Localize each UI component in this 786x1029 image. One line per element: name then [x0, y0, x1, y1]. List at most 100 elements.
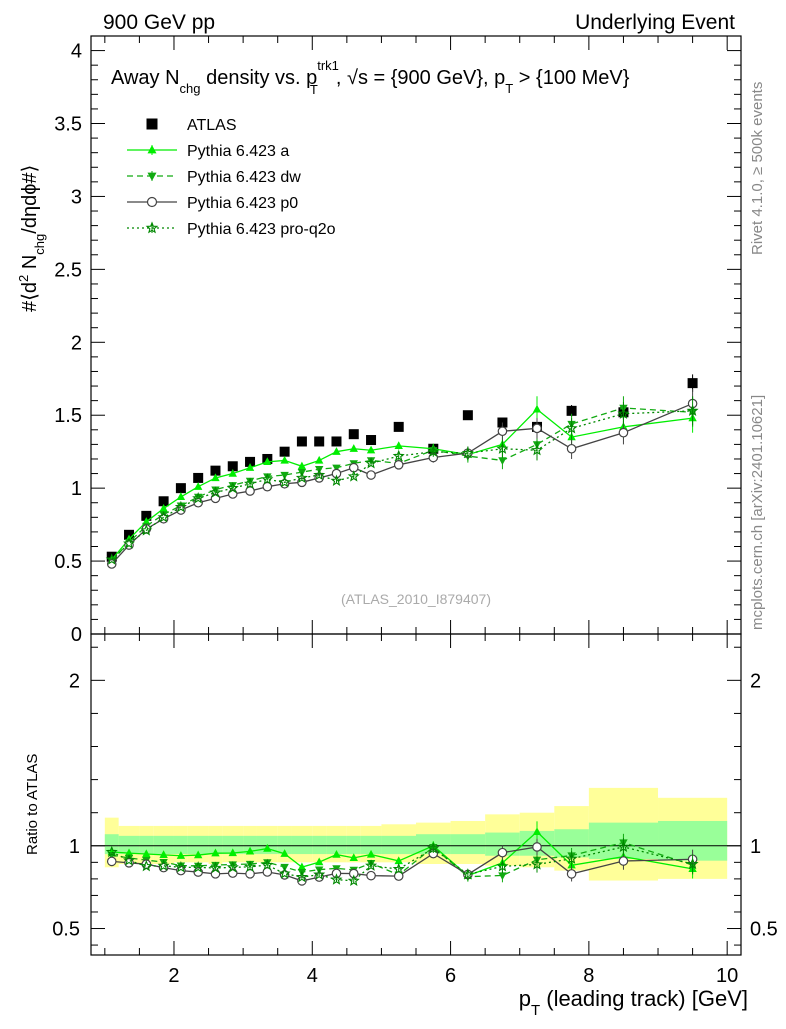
- marker-triangle-up: [211, 848, 220, 857]
- marker-star: [530, 443, 544, 456]
- marker-square: [279, 446, 290, 457]
- ratio-band-green: [118, 835, 140, 855]
- ratio-band-green: [291, 835, 313, 855]
- legend-label: ATLAS: [187, 117, 237, 134]
- marker-triangle-up: [228, 848, 237, 857]
- marker-square: [314, 436, 325, 447]
- ylabel-main: #⟨d2 Nchg/dηdϕ#⟩: [16, 165, 47, 312]
- marker-star: [617, 407, 630, 419]
- marker-square: [687, 378, 698, 389]
- marker-square: [331, 436, 342, 447]
- marker-star: [261, 858, 274, 871]
- y-tick-label: 4: [71, 41, 82, 63]
- marker-square: [296, 436, 307, 447]
- marker-triangle-up: [228, 468, 237, 477]
- ylabel-ratio: Ratio to ATLAS: [24, 754, 41, 855]
- title-part-a: Away N: [111, 67, 180, 89]
- marker-triangle-up: [159, 850, 168, 859]
- marker-circle: [245, 486, 255, 496]
- legend-item-pythia-dw: Pythia 6.423 dw: [127, 169, 301, 186]
- marker-triangle-down: [263, 859, 272, 867]
- ylabel-sup: 2: [16, 275, 31, 282]
- legend: ATLAS Pythia 6.423 a Pythia 6.423 dw Pythia…: [127, 117, 336, 238]
- marker-star: [244, 477, 257, 489]
- y-tick-label: 0.5: [54, 551, 82, 573]
- marker-star: [209, 861, 222, 874]
- marker-circle: [245, 869, 255, 879]
- marker-triangle-up: [159, 503, 168, 512]
- marker-triangle-up: [349, 853, 358, 862]
- marker-triangle-up: [314, 857, 324, 866]
- ratio-y-tick-label-right: 2: [750, 670, 761, 692]
- marker-triangle-up: [142, 849, 151, 858]
- marker-triangle-down: [193, 493, 203, 502]
- y-tick-label: 1: [71, 478, 82, 500]
- marker-star: [105, 845, 118, 858]
- ratio-band-green: [187, 835, 209, 855]
- marker-star: [174, 860, 187, 873]
- ratio-y-tick-label: 0.5: [52, 919, 80, 941]
- marker-circle: [618, 427, 629, 438]
- marker-triangle-up: [366, 445, 376, 454]
- marker-star: [496, 859, 509, 872]
- marker-star: [461, 868, 474, 880]
- series-line: [111, 407, 693, 562]
- marker-star: [565, 422, 578, 434]
- ratio-band-green: [104, 834, 119, 855]
- marker-square: [193, 472, 204, 483]
- legend-label: Pythia 6.423 pro-q2o: [187, 221, 336, 238]
- marker-star: [226, 481, 239, 494]
- marker-triangle-up: [349, 444, 358, 452]
- marker-circle: [532, 842, 542, 852]
- y-tick-label: 2: [71, 332, 82, 354]
- title-sub-t2: T: [505, 81, 513, 96]
- marker-star: [192, 492, 205, 504]
- marker-triangle-down: [193, 862, 203, 871]
- marker-triangle-up: [297, 862, 307, 871]
- marker-star: [140, 524, 153, 536]
- marker-square: [227, 461, 238, 472]
- legend-label: Pythia 6.423 a: [187, 143, 289, 160]
- marker-star: [365, 457, 378, 469]
- marker-square: [348, 429, 359, 440]
- marker-circle: [331, 468, 342, 479]
- ratio-series: [105, 821, 699, 886]
- analysis-watermark: (ATLAS_2010_I879407): [341, 591, 491, 607]
- marker-star: [427, 842, 440, 854]
- ratio-band-green: [243, 835, 257, 855]
- marker-star: [686, 404, 699, 416]
- x-tick-label: 10: [716, 965, 738, 987]
- ratio-band-green: [485, 832, 520, 856]
- ratio-y-tick-label-right: 0.5: [750, 919, 778, 941]
- marker-triangle-up: [124, 848, 134, 857]
- marker-star: [330, 474, 343, 486]
- ratio-band-green: [326, 835, 347, 855]
- marker-triangle-up: [245, 846, 255, 855]
- series-ratio-pythia-proq2o: [105, 838, 699, 886]
- marker-triangle-up: [532, 404, 542, 413]
- title-part-c: , √s = {900 GeV}, p: [336, 67, 505, 89]
- marker-star: [427, 445, 440, 457]
- marker-star: [295, 870, 308, 883]
- title-sub-t1: T: [310, 82, 318, 97]
- marker-star: [392, 449, 405, 462]
- marker-triangle-down: [498, 457, 507, 466]
- marker-circle: [366, 470, 376, 480]
- marker-star: [278, 475, 291, 488]
- marker-circle: [348, 868, 359, 879]
- ratio-band-green: [312, 835, 327, 855]
- marker-star: [244, 860, 257, 872]
- marker-star: [295, 471, 308, 484]
- marker-star: [347, 874, 360, 886]
- marker-triangle-up: [394, 441, 403, 449]
- marker-star: [140, 859, 153, 872]
- ratio-y-tick-label-right: 1: [750, 836, 761, 858]
- marker-triangle-up: [147, 145, 157, 154]
- marker-star: [530, 858, 544, 870]
- marker-triangle-up: [193, 482, 203, 490]
- marker-square: [210, 465, 221, 476]
- y-tick-label: 2.5: [54, 259, 82, 281]
- marker-circle: [566, 443, 577, 454]
